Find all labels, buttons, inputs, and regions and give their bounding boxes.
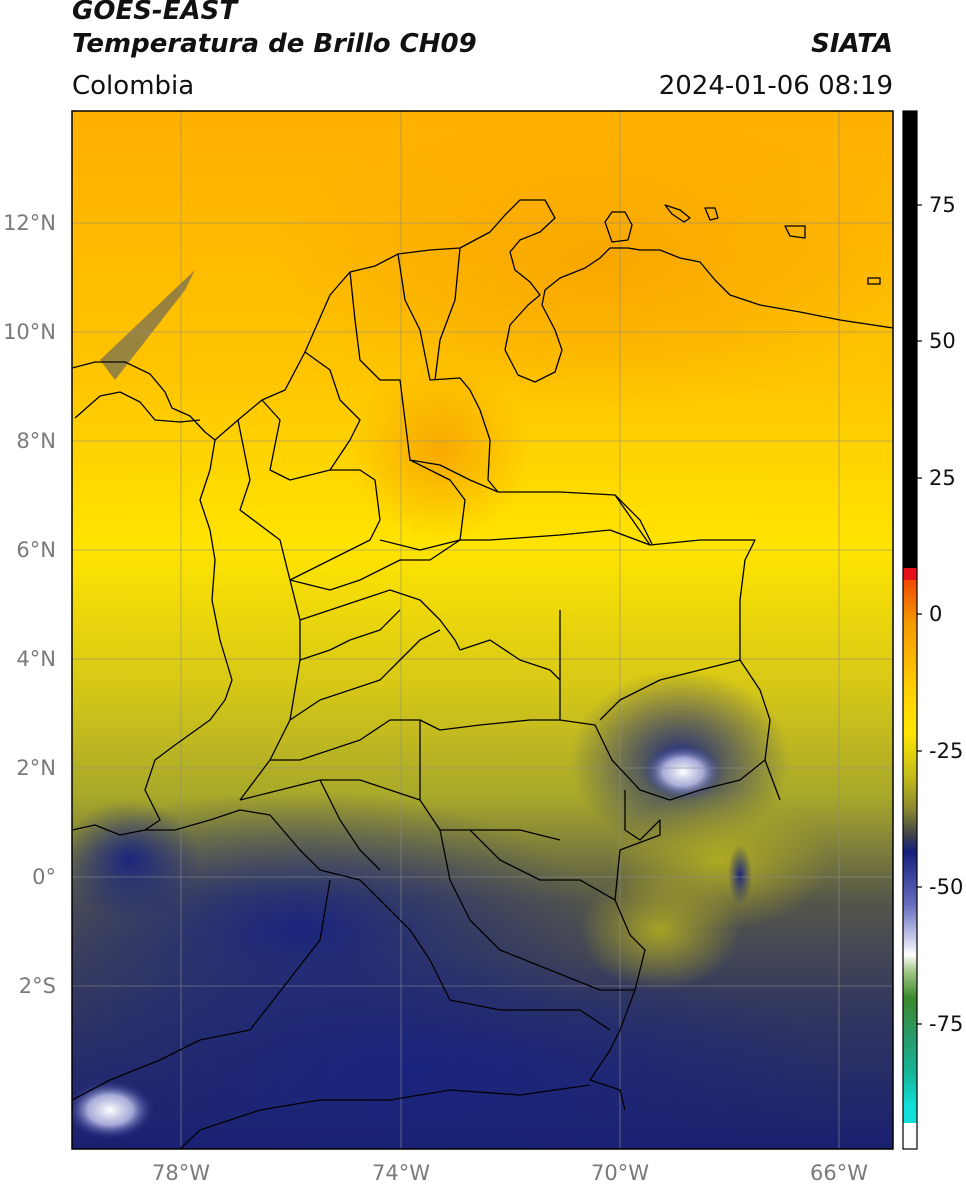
colorbar-segment-white: [903, 1123, 917, 1149]
colorbar-tick: 75: [929, 193, 956, 217]
satellite-title: GOES-EAST: [72, 0, 238, 26]
colorbar-tick: -50: [929, 875, 963, 899]
product-title: Temperatura de Brillo CH09: [72, 29, 477, 59]
country-borders: [72, 199, 893, 1149]
colorbar-gradient: [903, 580, 917, 1123]
lon-tick: 74°W: [372, 1161, 430, 1185]
colorbar-tick: 0: [929, 602, 942, 626]
colorbar: 75 50 25 0 -25 -50 -75: [902, 110, 963, 1150]
datetime-label: 2024-01-06 08:19: [658, 71, 893, 101]
brand-label: SIATA: [811, 29, 893, 59]
lat-tick: 4°N: [16, 647, 56, 671]
lon-tick: 70°W: [591, 1161, 649, 1185]
panama-coast: [72, 361, 216, 441]
colorbar-frame: [902, 110, 918, 1150]
pacific-coast: [72, 439, 233, 836]
colombia-brazil-border: [589, 790, 661, 1111]
lat-tick: 0°: [32, 865, 56, 889]
lon-tick: 78°W: [152, 1161, 210, 1185]
panama-south-coast: [74, 391, 201, 423]
colorbar-segment-red: [903, 568, 917, 580]
lat-tick: 2°S: [19, 974, 56, 998]
lon-tick: 66°W: [810, 1161, 868, 1185]
lat-tick: 6°N: [16, 538, 56, 562]
latitude-axis: 12°N 10°N 8°N 6°N 4°N 2°N 0° 2°S: [3, 211, 56, 998]
colorbar-tick: 50: [929, 329, 956, 353]
colombia-ecuador-peru-border: [145, 809, 611, 1031]
longitude-axis: 78°W 74°W 70°W 66°W: [152, 1161, 868, 1185]
region-label: Colombia: [72, 71, 195, 101]
brightness-temperature-layer: [72, 111, 893, 1149]
lat-tick: 2°N: [16, 756, 56, 780]
colorbar-tick: 25: [929, 466, 956, 490]
colorbar-tick: -25: [929, 739, 963, 763]
lat-tick: 10°N: [3, 320, 56, 344]
colorbar-tick: -75: [929, 1012, 963, 1036]
map-frame: [71, 110, 894, 1150]
lat-tick: 12°N: [3, 211, 56, 235]
lat-tick: 8°N: [16, 429, 56, 453]
colorbar-segment-black: [903, 111, 917, 568]
caribbean-coast: [214, 199, 893, 441]
map-gridlines: [72, 111, 893, 1149]
